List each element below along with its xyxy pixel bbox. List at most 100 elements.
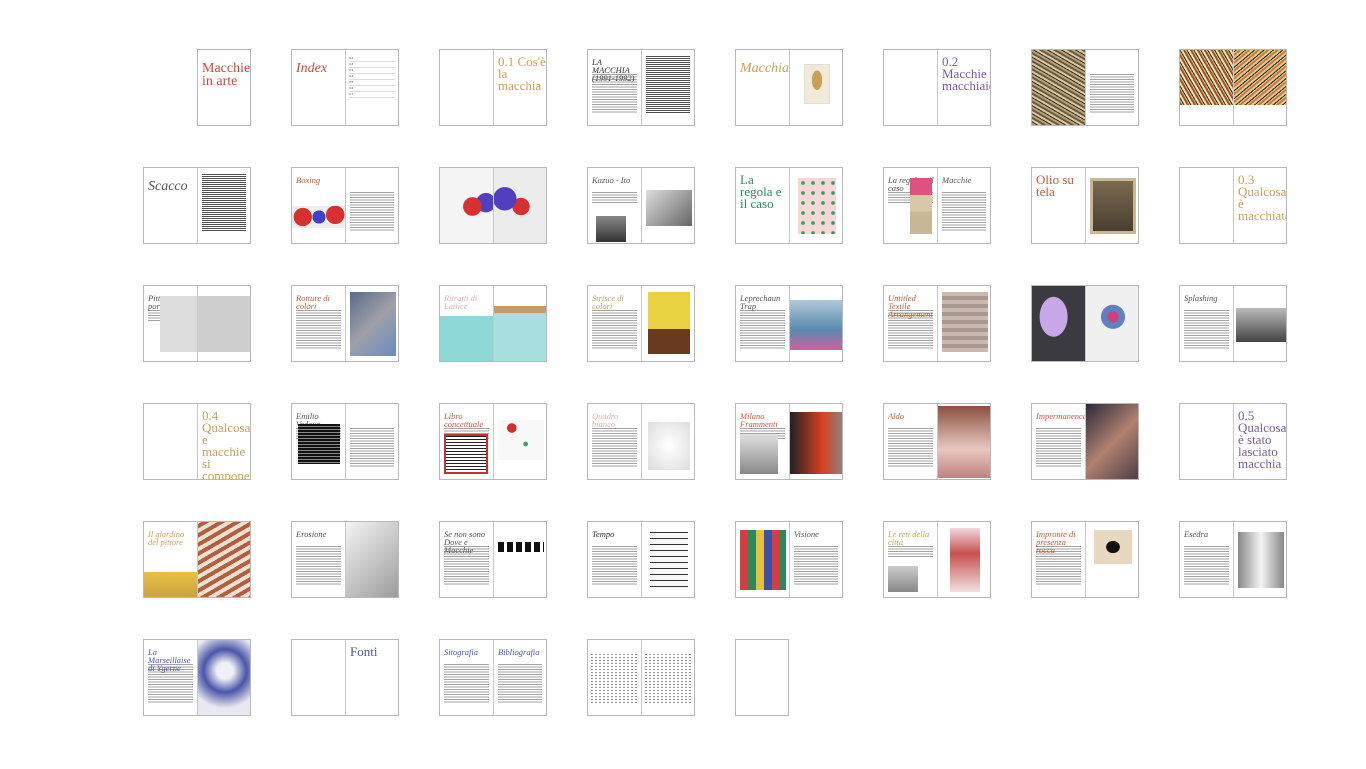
book-spread[interactable] — [587, 639, 695, 716]
page: 0.3 Qualcosa è macchiato — [1232, 168, 1286, 243]
page-title: Tempo — [592, 529, 615, 539]
book-spread[interactable]: Emilio Vedova — [291, 403, 399, 480]
artwork-image — [298, 424, 340, 464]
section-title: 0.3 Qualcosa è macchiato — [1238, 173, 1286, 222]
book-spread[interactable]: Aldo — [883, 403, 991, 480]
section-title: La regola e il caso — [740, 173, 789, 210]
book-spread[interactable]: La regola e il caso — [735, 167, 843, 244]
book-spread[interactable] — [1031, 49, 1139, 126]
artwork-image — [1235, 308, 1286, 342]
page-title: Le reti della città — [888, 529, 930, 547]
index-item[interactable]: 0.7 — [348, 92, 395, 98]
page — [1032, 286, 1085, 361]
book-spread[interactable]: Fonti — [291, 639, 399, 716]
book-spread[interactable] — [1179, 49, 1287, 126]
book-spread[interactable]: LA MACCHIA (1991-1992) — [587, 49, 695, 126]
index-list: 0.1 0.2 0.3 0.4 0.5 0.6 0.7 — [348, 56, 395, 98]
page — [344, 286, 398, 361]
body-text — [148, 664, 193, 703]
book-spread[interactable]: Macchia — [735, 49, 843, 126]
body-text — [592, 310, 637, 349]
book-spread[interactable]: Index 0.1 0.2 0.3 0.4 0.5 0.6 0.7 — [291, 49, 399, 126]
page: Macchia — [736, 50, 789, 125]
artwork-image — [740, 530, 786, 590]
book-spread[interactable]: Impermanence — [1031, 403, 1139, 480]
index-item[interactable]: 0.6 — [348, 86, 395, 92]
book-spread[interactable]: 0.4 Qualcosa e macchie si compone — [143, 403, 251, 480]
book-spread[interactable]: Splashing — [1179, 285, 1287, 362]
page: Splashing — [1180, 286, 1233, 361]
book-spread[interactable]: 0.2 Macchie e macchiaioli — [883, 49, 991, 126]
artwork-image — [740, 434, 778, 474]
artwork-image — [1032, 50, 1085, 125]
book-spread[interactable]: Macchie in arte — [197, 49, 251, 126]
book-spread[interactable] — [735, 639, 789, 716]
book-spread[interactable]: Tempo — [587, 521, 695, 598]
page — [640, 286, 694, 361]
page: Tempo — [588, 522, 641, 597]
book-spread[interactable]: Quadro bianco — [587, 403, 695, 480]
book-spread[interactable]: Sitografia Bibliografia — [439, 639, 547, 716]
artwork-image — [144, 572, 197, 597]
artwork-image — [1093, 530, 1132, 564]
page — [1232, 50, 1286, 125]
book-spread[interactable]: Milano Frammenti — [735, 403, 843, 480]
book-spread[interactable]: 0.1 Cos'è la macchia — [439, 49, 547, 126]
body-text — [444, 428, 489, 439]
page: Kazuo - Ito — [588, 168, 641, 243]
page-title: Strisce di colori — [592, 293, 624, 311]
section-heading: Qualcosa è stato lasciato macchia — [1237, 420, 1286, 471]
book-spread[interactable]: Leprechaun Trap — [735, 285, 843, 362]
artwork-image — [197, 296, 250, 352]
page: Impermanence — [1032, 404, 1085, 479]
book-spread[interactable]: Impronte di presenza rocca — [1031, 521, 1139, 598]
index-item[interactable]: 0.5 — [348, 80, 395, 86]
book-spread[interactable]: Rotture di colori — [291, 285, 399, 362]
page: La regola e il caso — [884, 168, 937, 243]
index-item[interactable]: 0.1 — [348, 56, 395, 62]
book-spread[interactable]: Erosione — [291, 521, 399, 598]
book-spread[interactable]: Ritratti di Lattice — [439, 285, 547, 362]
book-spread[interactable]: Scacco — [143, 167, 251, 244]
book-spread[interactable]: Il giardino del pittore — [143, 521, 251, 598]
book-spread[interactable]: 0.3 Qualcosa è macchiato — [1179, 167, 1287, 244]
artwork-image — [803, 64, 830, 104]
book-spread[interactable]: La Marseillaise di Ygerne — [143, 639, 251, 716]
book-spread[interactable]: Olio su tela — [1031, 167, 1139, 244]
index-item[interactable]: 0.3 — [348, 68, 395, 74]
page: Olio su tela — [1032, 168, 1085, 243]
section-title: 0.4 Qualcosa e macchie si compone — [202, 409, 250, 479]
book-spread[interactable]: Untitled Textile Arrangement — [883, 285, 991, 362]
section-title: 0.1 Cos'è la macchia — [498, 55, 546, 92]
page-title: Erosione — [296, 529, 327, 539]
body-text — [1036, 546, 1081, 585]
section-number: 0.5 — [1237, 408, 1255, 423]
book-spread[interactable]: Se non sono Dove e Macchie — [439, 521, 547, 598]
page — [884, 50, 937, 125]
book-spread[interactable]: Esedra — [1179, 521, 1287, 598]
page: LA MACCHIA (1991-1992) — [588, 50, 641, 125]
book-spread[interactable]: Visione — [735, 521, 843, 598]
book-spread[interactable]: Pittura su porta — [143, 285, 251, 362]
page — [344, 168, 398, 243]
page — [736, 522, 789, 597]
book-spread[interactable]: 0.5 Qualcosa è stato lasciato macchia — [1179, 403, 1287, 480]
body-text — [740, 428, 785, 439]
artwork-image — [797, 178, 836, 234]
book-spread[interactable]: Libro concettuale — [439, 403, 547, 480]
book-spread[interactable]: Strisce di colori — [587, 285, 695, 362]
index-item[interactable]: 0.4 — [348, 74, 395, 80]
book-spread[interactable]: Le reti della città — [883, 521, 991, 598]
page-title: Impermanence — [1036, 411, 1085, 421]
book-spread[interactable] — [439, 167, 547, 244]
page — [788, 50, 842, 125]
cover-title: Macchie in arte — [202, 61, 250, 89]
book-spread[interactable] — [1031, 285, 1139, 362]
book-spread[interactable]: Boxing — [291, 167, 399, 244]
index-item[interactable]: 0.2 — [348, 62, 395, 68]
page — [1180, 50, 1233, 125]
page: 0.1 0.2 0.3 0.4 0.5 0.6 0.7 — [344, 50, 398, 125]
book-spread[interactable]: La regola e il caso Macchie — [883, 167, 991, 244]
book-spread[interactable]: Kazuo - Ito — [587, 167, 695, 244]
artwork-image — [1085, 286, 1138, 361]
